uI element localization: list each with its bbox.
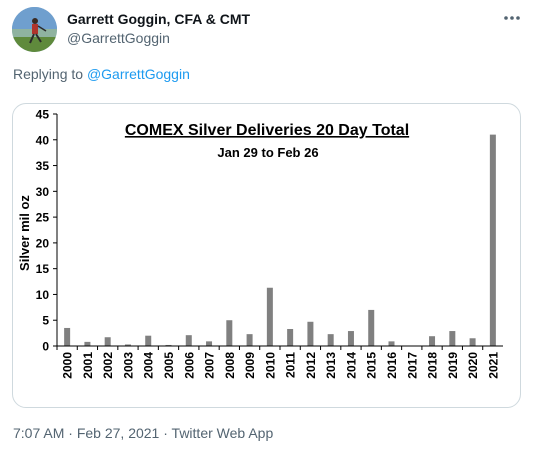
bar-2021: [489, 134, 496, 346]
y-tick-label: 15: [36, 262, 50, 276]
x-tick-label-2007: 2007: [203, 352, 217, 379]
x-tick-label-2018: 2018: [426, 352, 440, 379]
tweet-time[interactable]: 7:07 AM: [13, 425, 65, 441]
y-tick-label: 40: [36, 133, 50, 147]
replying-to-prefix: Replying to: [13, 66, 84, 82]
bar-2011: [287, 328, 294, 346]
y-axis-label: Silver mil oz: [17, 195, 32, 271]
bar-2007: [206, 341, 213, 346]
bar-2003: [124, 344, 131, 346]
avatar-photo-icon: [12, 7, 57, 52]
x-tick-label-2016: 2016: [385, 352, 399, 379]
bar-2004: [145, 335, 152, 346]
author-name[interactable]: Garrett Goggin, CFA & CMT: [67, 11, 251, 27]
y-tick-label: 20: [36, 236, 50, 250]
x-tick-label-2021: 2021: [486, 352, 500, 379]
y-tick-label: 0: [42, 340, 49, 354]
x-tick-label-2003: 2003: [121, 352, 135, 379]
y-tick-label: 10: [36, 288, 50, 302]
y-tick-label: 35: [36, 159, 50, 173]
replying-to-link[interactable]: @GarrettGoggin: [86, 66, 190, 82]
bar-2006: [185, 335, 192, 346]
x-tick-label-2002: 2002: [101, 352, 115, 379]
x-tick-label-2009: 2009: [243, 352, 257, 379]
x-tick-label-2000: 2000: [61, 352, 75, 379]
avatar[interactable]: [12, 7, 57, 52]
tweet-date[interactable]: Feb 27, 2021: [76, 425, 160, 441]
tweet-client[interactable]: Twitter Web App: [171, 425, 274, 441]
replying-to: Replying to @GarrettGoggin: [13, 66, 190, 82]
tweet-metadata: 7:07 AM · Feb 27, 2021 · Twitter Web App: [13, 425, 273, 441]
y-tick-label: 45: [36, 108, 50, 122]
y-tick-label: 25: [36, 211, 50, 225]
x-tick-label-2006: 2006: [182, 352, 196, 379]
chart-title: COMEX Silver Deliveries 20 Day Total: [125, 122, 409, 139]
ellipsis-icon: [504, 16, 520, 20]
bar-chart: COMEX Silver Deliveries 20 Day Total Jan…: [17, 108, 503, 379]
author-handle[interactable]: @GarrettGoggin: [67, 30, 170, 46]
bar-2000: [64, 327, 71, 346]
bar-2020: [469, 338, 476, 346]
bar-2014: [347, 331, 354, 346]
x-tick-label-2017: 2017: [405, 352, 419, 379]
bar-2016: [388, 341, 395, 346]
y-tick-label: 30: [36, 185, 50, 199]
x-tick-label-2019: 2019: [446, 352, 460, 379]
bar-2002: [104, 337, 111, 346]
y-tick-label: 5: [42, 314, 49, 328]
x-tick-label-2015: 2015: [365, 352, 379, 379]
x-tick-label-2014: 2014: [344, 352, 358, 379]
bar-2001: [84, 341, 91, 346]
x-tick-label-2001: 2001: [81, 352, 95, 379]
bar-2009: [246, 334, 253, 346]
x-tick-label-2004: 2004: [142, 352, 156, 379]
x-tick-label-2013: 2013: [324, 352, 338, 379]
x-tick-label-2010: 2010: [263, 352, 277, 379]
bar-2019: [449, 331, 456, 346]
bar-2008: [226, 320, 233, 346]
x-tick-label-2008: 2008: [223, 352, 237, 379]
meta-separator: ·: [68, 425, 73, 441]
more-options-button[interactable]: [501, 9, 523, 27]
bar-2015: [368, 309, 375, 346]
x-tick-label-2020: 2020: [466, 352, 480, 379]
bar-2013: [327, 334, 334, 346]
bar-2018: [429, 336, 436, 346]
x-tick-label-2005: 2005: [162, 352, 176, 379]
chart-subtitle: Jan 29 to Feb 26: [217, 145, 318, 160]
meta-separator: ·: [163, 425, 168, 441]
tweet-media-chart[interactable]: COMEX Silver Deliveries 20 Day Total Jan…: [12, 103, 521, 408]
x-tick-label-2012: 2012: [304, 352, 318, 379]
bar-2010: [266, 287, 273, 346]
bar-2012: [307, 321, 314, 346]
bar-2005: [165, 344, 172, 346]
x-tick-label-2011: 2011: [284, 352, 298, 378]
